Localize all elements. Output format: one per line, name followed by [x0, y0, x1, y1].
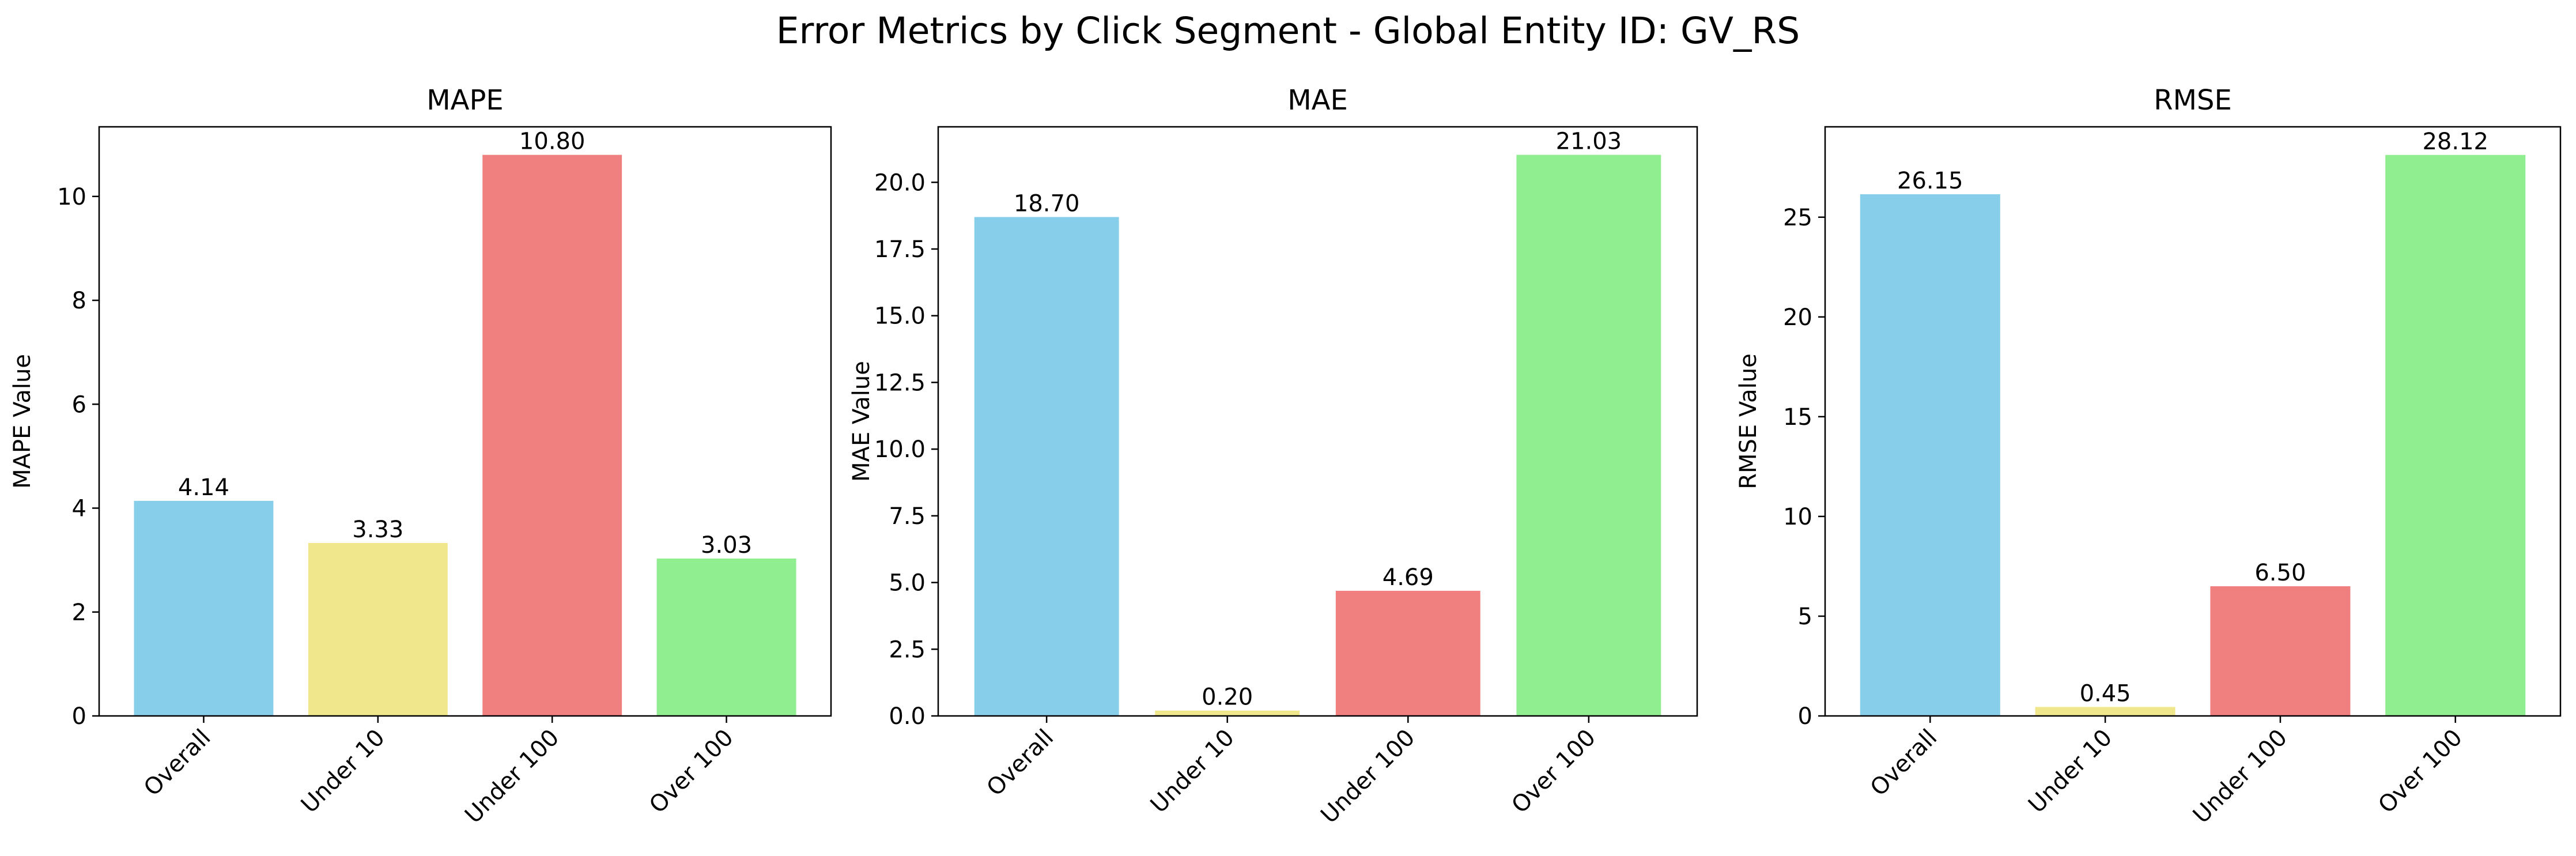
plot-frame-rmse [1824, 126, 2562, 717]
bar-mae-3 [1516, 154, 1661, 716]
data-label-rmse-0: 26.15 [1897, 168, 1963, 194]
panel-title-rmse: RMSE [2154, 84, 2232, 116]
plot-frame-mae [937, 126, 1698, 717]
y-tick-label-mape-3: 6 [72, 391, 86, 418]
y-tick-label-mape-4: 8 [72, 288, 86, 314]
y-tick-label-mape-1: 2 [72, 599, 86, 626]
x-tick-label-mae-2: Under 100 [1316, 725, 1420, 829]
data-label-mae-2: 4.69 [1383, 564, 1434, 591]
y-tick-label-rmse-1: 5 [1798, 604, 1812, 630]
bar-mae-1 [1155, 710, 1300, 716]
y-tick-label-mape-2: 4 [72, 496, 86, 522]
plot-frame-mape [98, 126, 832, 717]
y-tick-label-mae-8: 20.0 [874, 169, 926, 196]
bar-mape-3 [656, 558, 796, 716]
data-label-rmse-1: 0.45 [2080, 680, 2131, 707]
y-tick-label-mae-2: 5.0 [889, 570, 926, 597]
x-tick-label-rmse-2: Under 100 [2188, 725, 2292, 829]
bar-mape-1 [308, 542, 448, 716]
bar-mae-0 [974, 217, 1119, 716]
y-tick-label-mae-0: 0.0 [889, 703, 926, 730]
bar-rmse-1 [2035, 707, 2175, 716]
y-tick-label-mae-5: 12.5 [874, 369, 926, 396]
data-label-mape-2: 10.80 [519, 129, 586, 155]
data-label-rmse-3: 28.12 [2422, 129, 2488, 155]
y-axis-label-mape: MAPE Value [9, 354, 36, 489]
x-tick-label-mae-3: Over 100 [1506, 725, 1601, 819]
bar-rmse-0 [1860, 194, 2000, 716]
bar-mae-2 [1335, 590, 1480, 716]
y-tick-label-mae-4: 10.0 [874, 436, 926, 463]
data-label-mape-3: 3.03 [701, 532, 752, 559]
bar-rmse-2 [2210, 586, 2351, 716]
y-axis-label-rmse: RMSE Value [1735, 353, 1762, 489]
data-label-rmse-2: 6.50 [2254, 560, 2306, 586]
y-axis-label-mae: MAE Value [848, 361, 875, 482]
x-tick-label-rmse-1: Under 10 [2023, 725, 2117, 819]
chart-panel-mae: 0.0 2.5 5.0 7.5 10.0 12.5 15.0 17.5 20.0 Overall U… [848, 84, 1698, 829]
y-tick-label-rmse-5: 25 [1783, 205, 1812, 231]
y-tick-label-mape-0: 0 [72, 703, 86, 730]
chart-panel-rmse: 0 5 10 15 20 25 Overall Under 10 Under 100 Over 1… [1735, 84, 2562, 829]
x-tick-label-mape-1: Under 10 [296, 725, 390, 819]
bar-mape-2 [482, 154, 622, 717]
y-tick-label-mae-3: 7.5 [889, 503, 926, 530]
x-tick-label-mape-2: Under 100 [460, 725, 564, 829]
x-tick-label-rmse-3: Over 100 [2373, 725, 2468, 819]
data-label-mape-1: 3.33 [352, 516, 403, 543]
data-label-mape-0: 4.14 [178, 474, 229, 501]
y-tick-label-rmse-4: 20 [1783, 304, 1812, 331]
y-tick-label-mae-1: 2.5 [889, 636, 926, 663]
chart-panel-mape: 0 2 4 6 8 10 Overall Under 10 Under 100 Over 100 4… [9, 84, 832, 829]
y-tick-label-rmse-3: 15 [1783, 404, 1812, 431]
bar-rmse-3 [2385, 154, 2526, 716]
x-tick-label-rmse-0: Overall [1865, 725, 1943, 802]
x-tick-label-mae-0: Overall [982, 725, 1059, 802]
x-tick-label-mae-1: Under 10 [1146, 725, 1240, 819]
data-label-mae-1: 0.20 [1202, 684, 1253, 711]
y-tick-label-rmse-2: 10 [1783, 504, 1812, 530]
bar-mape-0 [134, 500, 274, 716]
y-tick-label-rmse-0: 0 [1798, 703, 1812, 730]
y-tick-label-mape-5: 10 [57, 184, 86, 210]
x-tick-label-mape-3: Over 100 [644, 725, 739, 819]
data-label-mae-0: 18.70 [1014, 190, 1080, 217]
panel-title-mape: MAPE [426, 84, 504, 116]
y-tick-label-mae-7: 17.5 [874, 236, 926, 263]
x-tick-label-mape-0: Overall [139, 725, 216, 802]
data-label-mae-3: 21.03 [1556, 129, 1622, 155]
panel-title-mae: MAE [1287, 84, 1348, 116]
y-tick-label-mae-6: 15.0 [874, 303, 926, 330]
figure-title: Error Metrics by Click Segment - Global … [776, 10, 1800, 52]
